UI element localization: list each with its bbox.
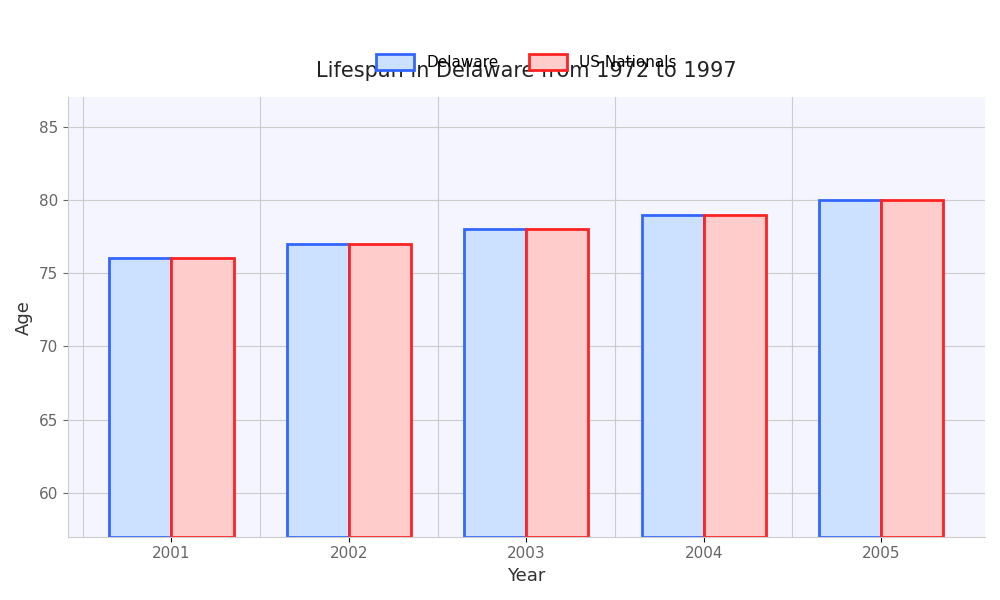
Bar (881, 200, 943, 537)
Bar (704, 215, 766, 537)
Bar (109, 259, 171, 537)
Title: Lifespan in Delaware from 1972 to 1997: Lifespan in Delaware from 1972 to 1997 (316, 61, 737, 80)
Bar (464, 229, 526, 537)
Legend: Delaware, US Nationals: Delaware, US Nationals (370, 48, 683, 76)
Bar (526, 229, 588, 537)
Bar (171, 259, 234, 537)
Y-axis label: Age: Age (15, 299, 33, 335)
Bar (287, 244, 349, 537)
Bar (642, 215, 704, 537)
X-axis label: Year: Year (507, 567, 546, 585)
Bar (349, 244, 411, 537)
Bar (819, 200, 881, 537)
